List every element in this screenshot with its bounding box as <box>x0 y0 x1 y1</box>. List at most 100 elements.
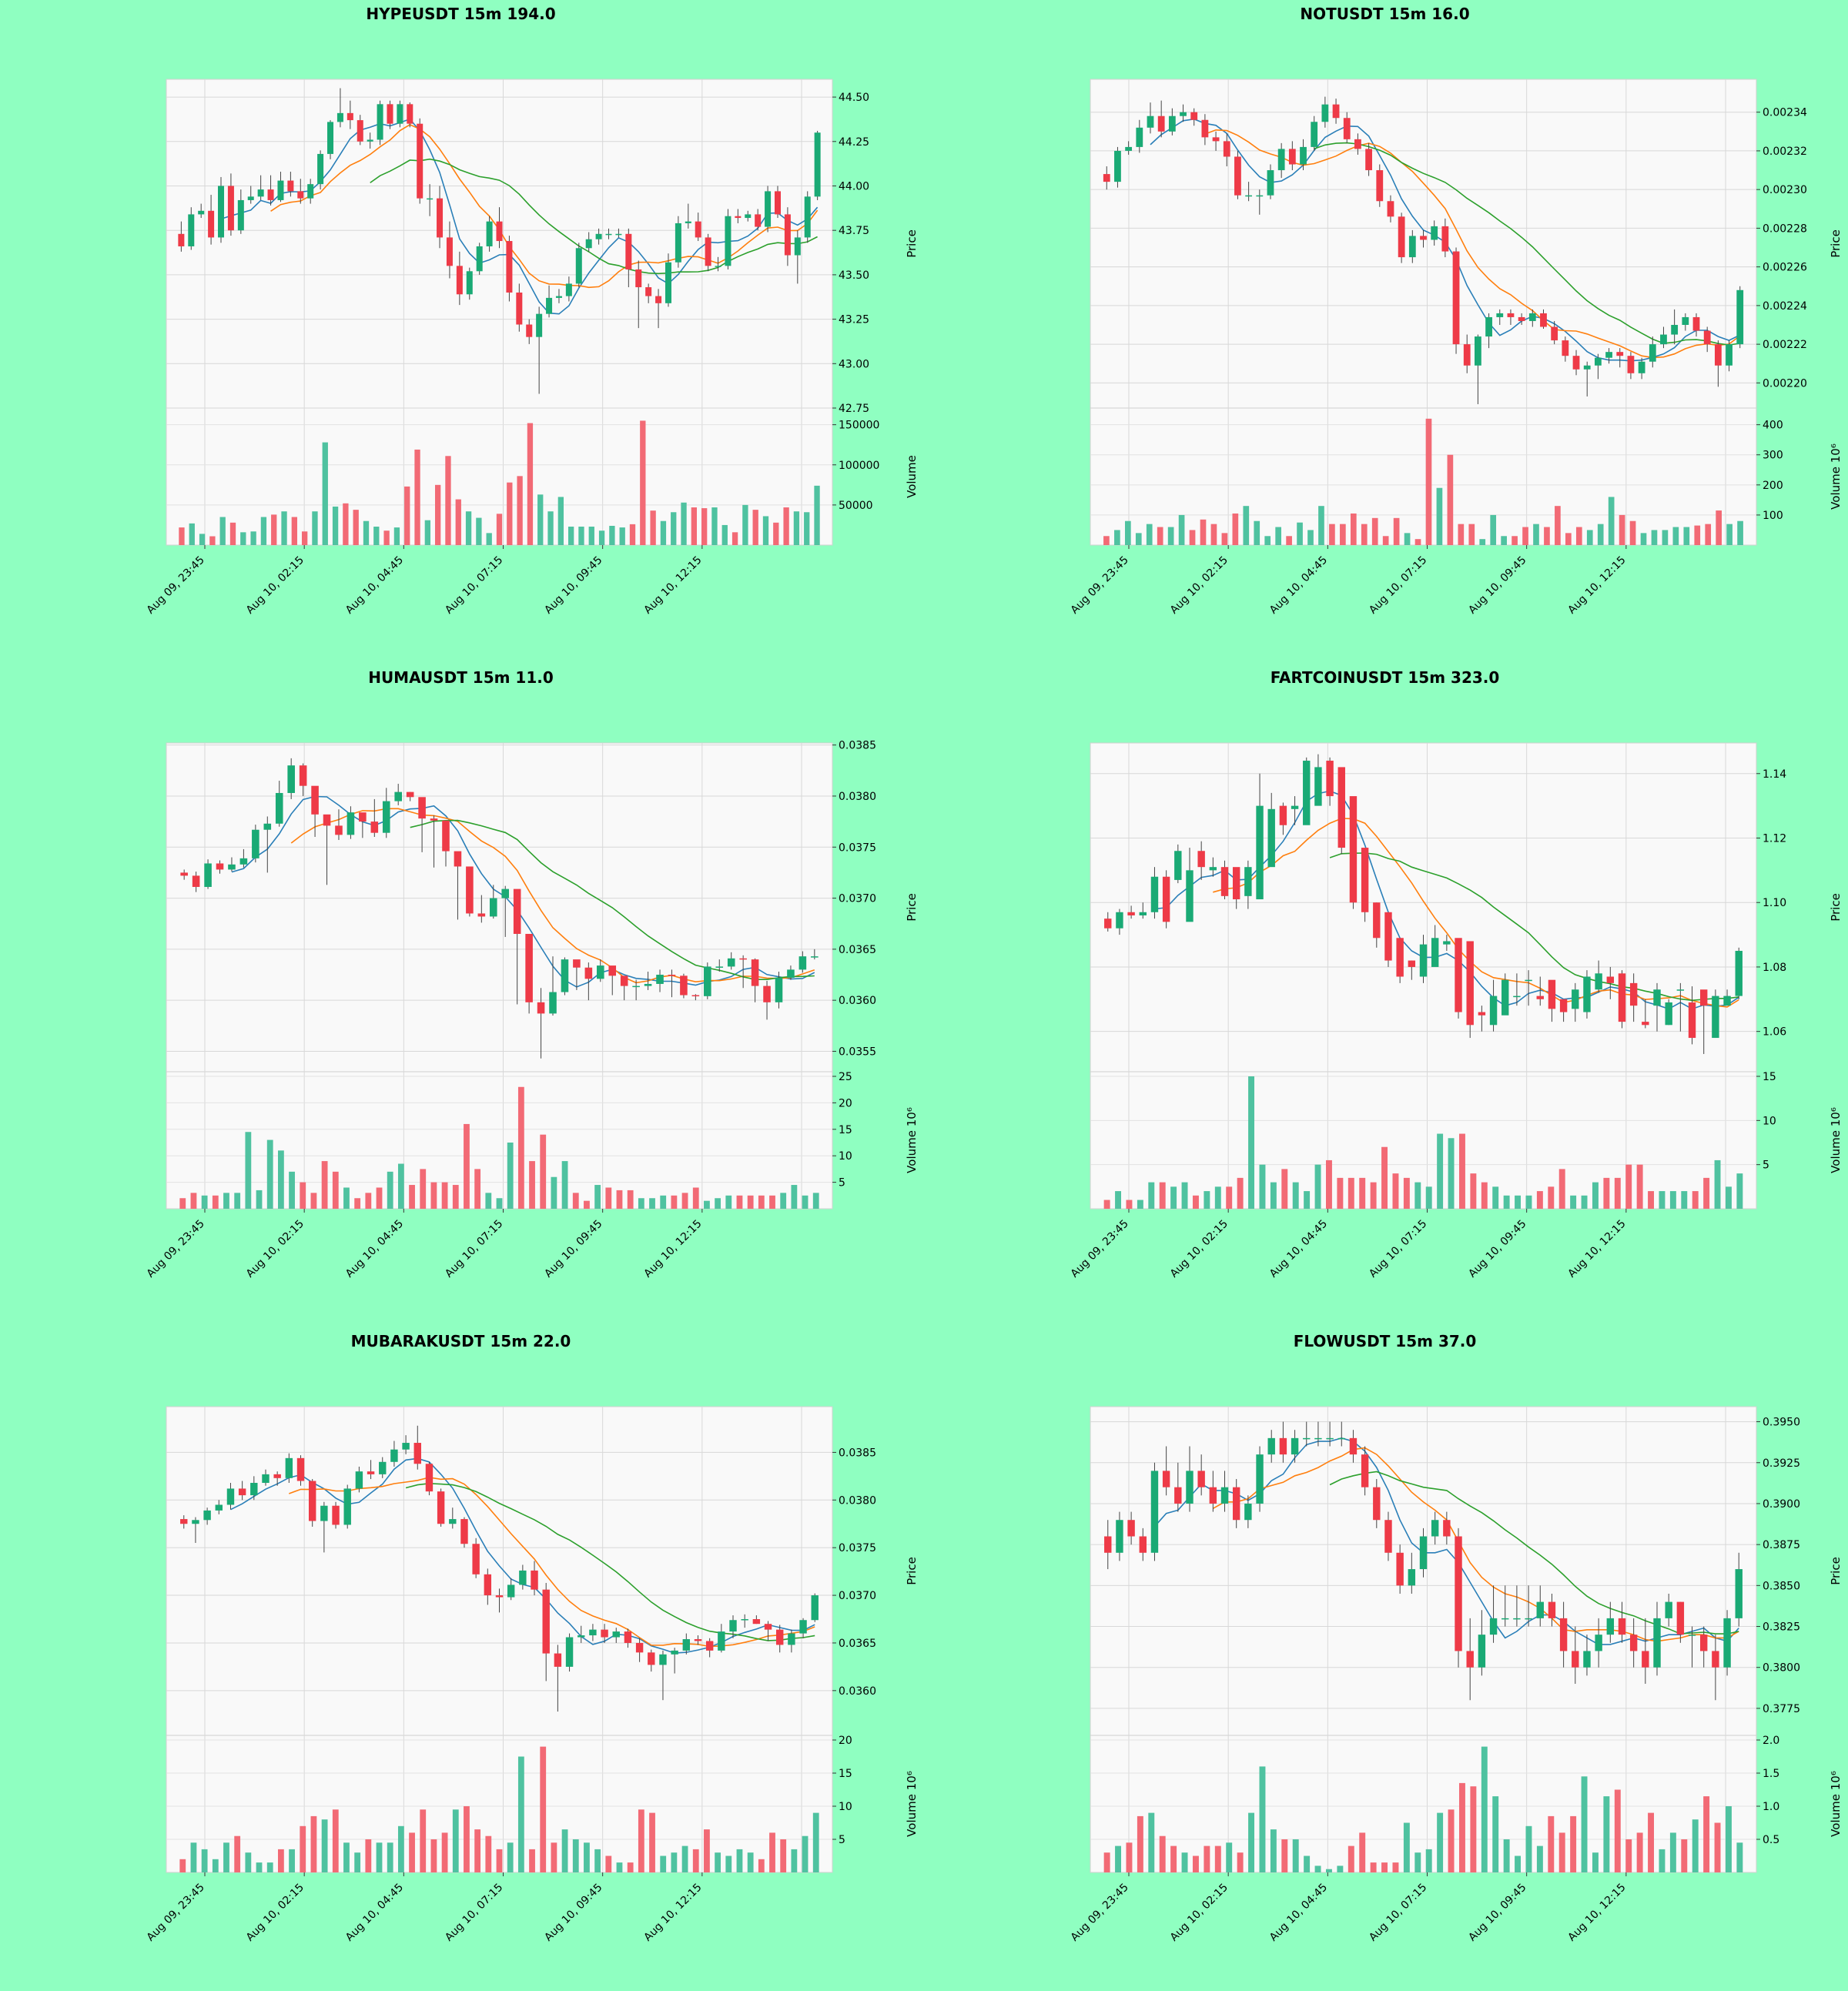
volume-bar <box>762 516 769 545</box>
volume-bar <box>773 522 779 545</box>
volume-bar <box>441 1182 448 1209</box>
volume-bar <box>1681 1839 1688 1872</box>
candle-body <box>1116 1520 1123 1553</box>
candle-body <box>1572 356 1580 370</box>
candle-body <box>1220 867 1229 896</box>
volume-bar <box>747 1852 754 1872</box>
candle-body <box>620 975 628 986</box>
candle-body <box>788 1633 795 1645</box>
chart-panel: HUMAUSDT 15m 11.0 Aug 09, 23:45 Aug 10, 02… <box>0 664 924 1327</box>
volume-bar <box>387 1842 393 1872</box>
volume-bar <box>507 1842 514 1872</box>
candle-body <box>1147 115 1154 128</box>
candle-body <box>1642 1022 1649 1026</box>
volume-bar <box>692 1849 699 1872</box>
volume-bar <box>322 442 328 545</box>
candle-body <box>495 1595 504 1598</box>
volume-bar <box>1329 524 1335 545</box>
candle-body <box>1398 216 1405 258</box>
volume-bar <box>681 1845 688 1872</box>
candle-body <box>407 104 413 124</box>
price-tick-label: 0.00220 <box>1763 377 1807 390</box>
volume-bar <box>1381 1146 1388 1209</box>
volume-panel <box>1090 1735 1757 1873</box>
candle-body <box>1723 996 1731 1006</box>
candle-body <box>1726 344 1732 366</box>
volume-bar <box>1548 1186 1555 1209</box>
candle-body <box>496 221 503 242</box>
candle-body <box>466 866 474 914</box>
volume-bar <box>1275 527 1281 545</box>
volume-bar <box>1114 530 1120 545</box>
volume-bar <box>1192 1855 1199 1872</box>
volume-bar <box>1103 1200 1110 1209</box>
volume-bar <box>1381 1862 1388 1872</box>
x-tick-label: Aug 10, 12:15 <box>1565 554 1628 617</box>
candle-body <box>1180 112 1187 116</box>
volume-bar <box>256 1862 263 1872</box>
candle-body <box>1104 919 1112 929</box>
volume-bar <box>736 1849 743 1872</box>
candle-body <box>311 785 319 815</box>
volume-bar <box>1614 1789 1621 1872</box>
candle-body <box>814 132 821 197</box>
candle-body <box>296 1457 305 1481</box>
volume-bar <box>517 1086 524 1209</box>
volume-bar <box>660 520 667 545</box>
volume-bar <box>1592 1852 1599 1872</box>
candle-body <box>1244 1503 1252 1521</box>
candle-body <box>585 239 592 249</box>
x-tick-label: Aug 10, 07:15 <box>1367 1218 1429 1280</box>
candle-body <box>227 186 234 231</box>
candle-body <box>1279 805 1287 825</box>
volume-bar <box>455 499 461 545</box>
candle-body <box>715 966 724 968</box>
candle-body <box>705 1641 714 1651</box>
candle-body <box>180 1519 188 1524</box>
volume-bar <box>271 514 277 545</box>
volume-bar <box>434 484 441 545</box>
volume-bar <box>1270 1829 1277 1872</box>
candle-body <box>413 1443 421 1464</box>
volume-bar <box>1178 514 1185 545</box>
candle-body <box>394 791 402 801</box>
volume-bar <box>209 536 216 545</box>
volume-bar <box>1148 1182 1155 1209</box>
volume-bar <box>1137 1200 1143 1209</box>
price-tick-label: 0.3775 <box>1763 1703 1800 1715</box>
volume-bar <box>1304 1191 1311 1209</box>
volume-bar <box>464 1123 470 1209</box>
volume-bar <box>584 1842 590 1872</box>
candle-body <box>774 191 781 215</box>
candle-body <box>1186 870 1194 922</box>
candle-body <box>297 191 304 199</box>
candle-body <box>1700 989 1708 1006</box>
chart-title: FARTCOINUSDT 15m 323.0 <box>1270 668 1500 687</box>
volume-bar <box>609 525 615 545</box>
candle-body <box>262 1474 270 1484</box>
x-tick-label: Aug 10, 02:15 <box>1168 1218 1230 1280</box>
volume-bar <box>289 1849 295 1872</box>
candle-body <box>1443 941 1451 945</box>
candle-body <box>1676 1601 1685 1635</box>
candle-body <box>589 1629 597 1636</box>
volume-bar <box>584 1200 590 1209</box>
volume-bar <box>1683 527 1690 545</box>
candle-body <box>1201 119 1209 138</box>
volume-bar <box>1170 1186 1177 1209</box>
volume-bar <box>430 1839 437 1872</box>
price-tick-label: 0.00222 <box>1763 339 1807 351</box>
volume-bar <box>376 1187 383 1209</box>
candle-body <box>1489 1618 1498 1635</box>
candlestick-chart: HUMAUSDT 15m 11.0 Aug 09, 23:45 Aug 10, 02… <box>145 668 919 1280</box>
volume-tick-label: 50000 <box>839 500 873 512</box>
volume-tick-label: 15 <box>1763 1071 1776 1083</box>
volume-bar <box>1470 1173 1477 1209</box>
volume-bar <box>594 1849 601 1872</box>
x-tick-label: Aug 10, 12:15 <box>641 1882 704 1944</box>
volume-bar <box>1135 533 1142 545</box>
volume-bar <box>1340 524 1346 545</box>
x-tick-label: Aug 10, 02:15 <box>244 1882 306 1944</box>
candle-body <box>549 992 557 1014</box>
